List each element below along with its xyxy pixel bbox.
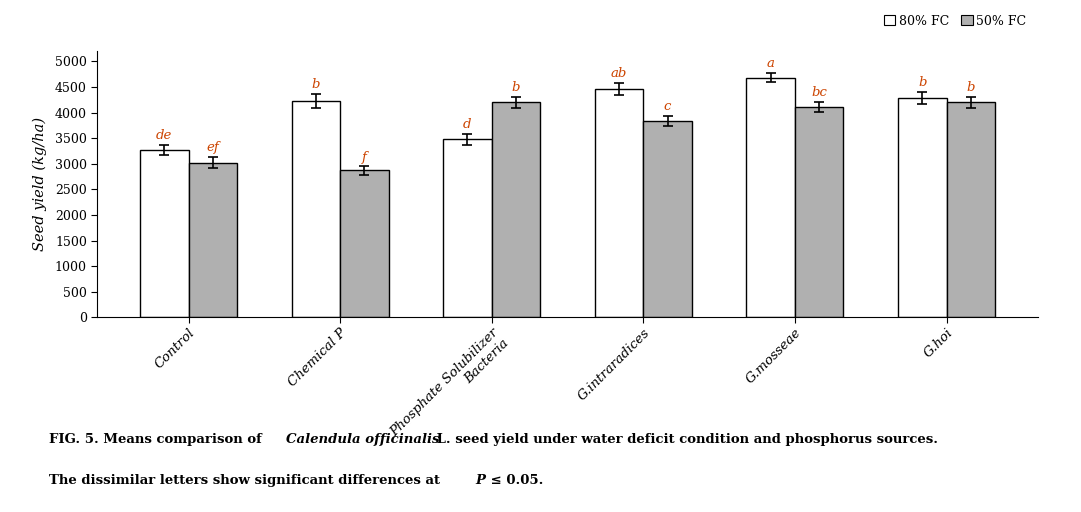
Text: b: b [311,78,320,91]
Text: The dissimilar letters show significant differences at: The dissimilar letters show significant … [49,474,444,486]
Text: L. seed yield under water deficit condition and phosphorus sources.: L. seed yield under water deficit condit… [432,433,938,445]
Text: ef: ef [206,141,219,155]
Text: b: b [511,81,520,94]
Text: Calendula officinalis: Calendula officinalis [286,433,440,445]
Legend: 80% FC, 50% FC: 80% FC, 50% FC [879,10,1031,33]
Bar [947,102,995,317]
Text: FIG. 5. Means comparison of: FIG. 5. Means comparison of [49,433,266,445]
Bar [595,89,643,317]
Bar [898,98,947,317]
Bar [141,150,188,317]
Bar [492,102,540,317]
Text: ab: ab [611,67,627,80]
Bar [746,78,795,317]
Text: f: f [362,151,366,164]
Bar [188,163,237,317]
Text: ≤ 0.05.: ≤ 0.05. [486,474,544,486]
Text: c: c [664,100,671,113]
Text: P: P [476,474,485,486]
Text: b: b [966,81,975,94]
Text: bc: bc [811,86,827,99]
Bar [643,121,692,317]
Y-axis label: Seed yield (kg/ha): Seed yield (kg/ha) [32,117,46,251]
Bar [795,107,843,317]
Bar [443,139,492,317]
Text: d: d [464,118,471,131]
Text: b: b [918,76,926,89]
Text: a: a [766,57,775,70]
Text: de: de [156,129,173,142]
Bar [341,170,389,317]
Bar [292,101,341,317]
